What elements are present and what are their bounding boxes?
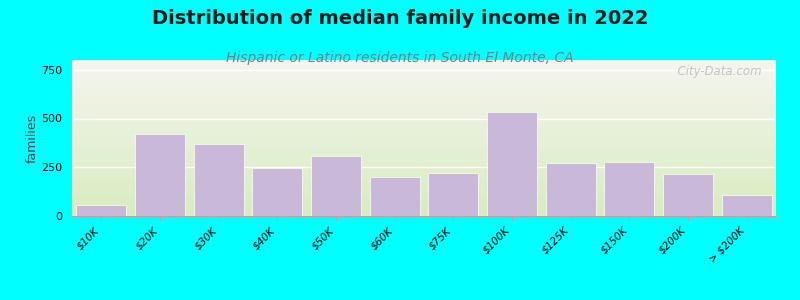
Text: City-Data.com: City-Data.com bbox=[670, 65, 762, 78]
Bar bbox=[77, 205, 126, 216]
Text: Hispanic or Latino residents in South El Monte, CA: Hispanic or Latino residents in South El… bbox=[226, 51, 574, 65]
Bar bbox=[194, 144, 243, 216]
Bar bbox=[253, 168, 302, 216]
Y-axis label: families: families bbox=[26, 113, 38, 163]
Text: Distribution of median family income in 2022: Distribution of median family income in … bbox=[152, 9, 648, 28]
Bar bbox=[546, 163, 595, 216]
Bar bbox=[370, 177, 419, 216]
Bar bbox=[722, 194, 771, 216]
Bar bbox=[487, 112, 537, 216]
Bar bbox=[663, 174, 713, 216]
Bar bbox=[135, 134, 185, 216]
Bar bbox=[605, 162, 654, 216]
Bar bbox=[311, 155, 361, 216]
Bar bbox=[429, 173, 478, 216]
